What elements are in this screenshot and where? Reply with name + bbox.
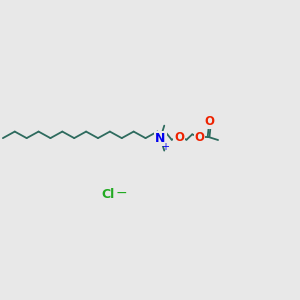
Text: +: + [161,142,169,152]
Text: O: O [174,130,184,143]
Text: N: N [155,132,166,145]
Text: O: O [205,115,215,128]
Text: O: O [195,130,205,143]
Text: −: − [115,186,127,200]
Text: Cl: Cl [102,188,115,201]
